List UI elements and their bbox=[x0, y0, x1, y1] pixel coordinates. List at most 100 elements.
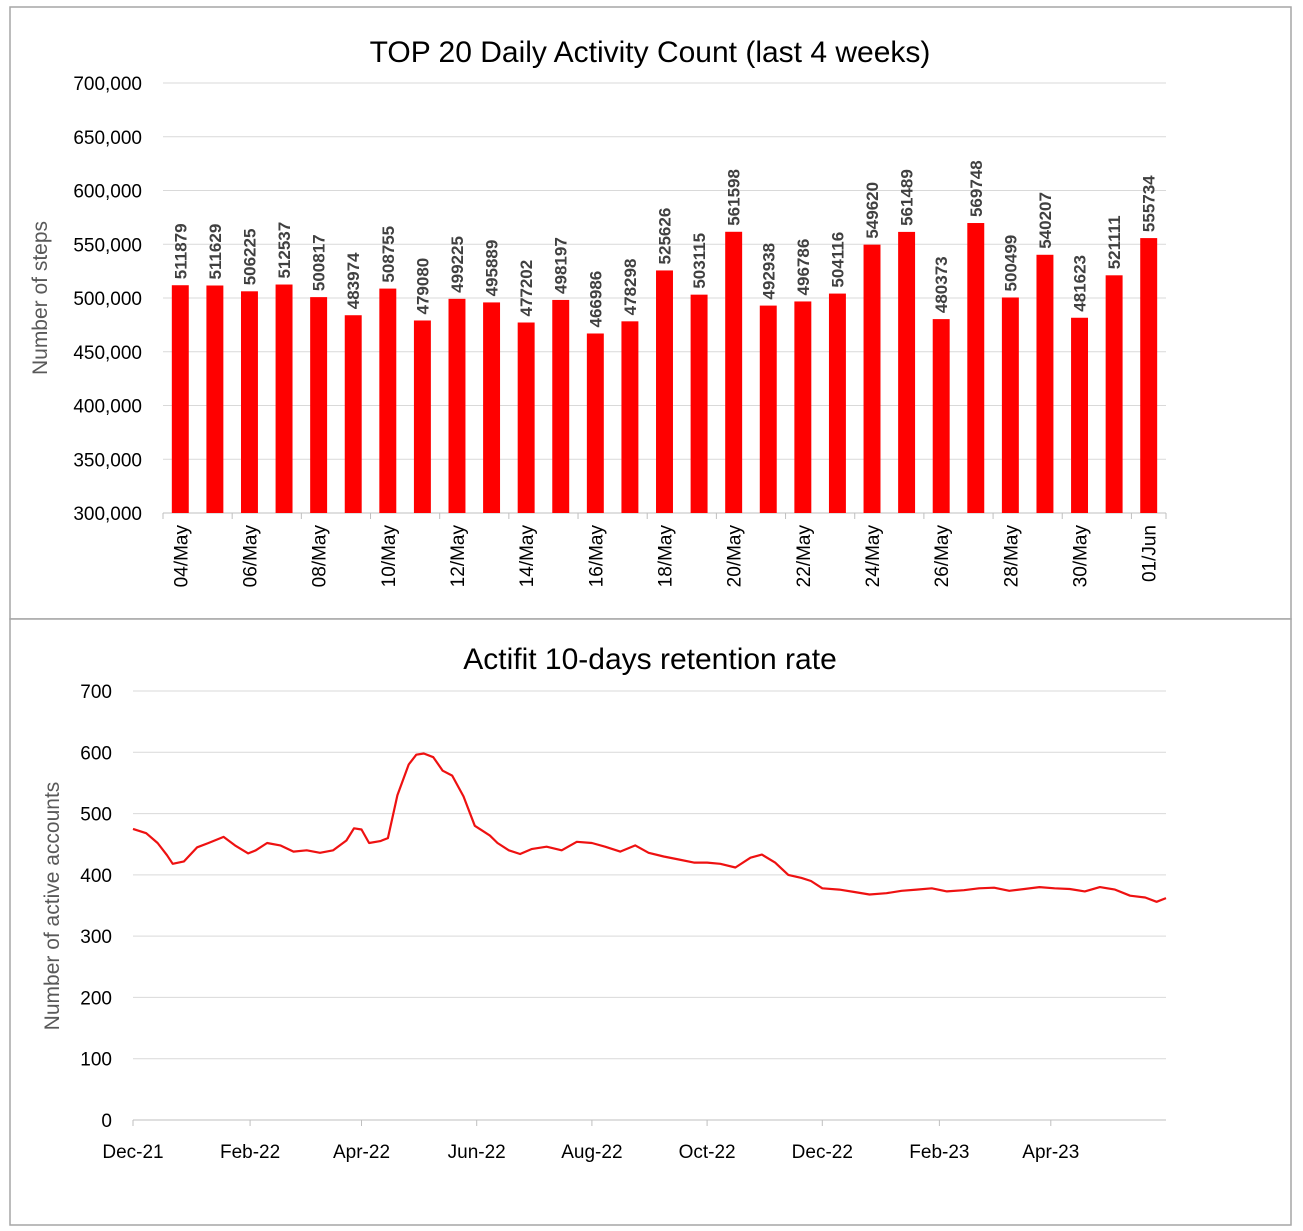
bar-chart-data-label: 495889 bbox=[483, 240, 502, 297]
line-chart-xtick-label: Feb-22 bbox=[220, 1142, 280, 1163]
bar-chart-y-axis: 300,000 350,000 400,000 450,000 500,000 550,0… bbox=[73, 74, 142, 525]
line-chart-xtick-label: Aug-22 bbox=[561, 1142, 622, 1163]
bar-chart-ytick-label: 450,000 bbox=[73, 343, 142, 364]
bar-chart-data-label: 521111 bbox=[1105, 215, 1124, 269]
bar-chart-frame bbox=[9, 6, 1292, 620]
line-chart-xtick-label: Apr-22 bbox=[333, 1142, 390, 1163]
bar-chart-ytick-label: 600,000 bbox=[73, 182, 142, 203]
bar-chart-data-label: 525626 bbox=[656, 208, 675, 265]
line-chart-gridlines bbox=[133, 690, 1166, 1121]
bar-chart-bar bbox=[828, 293, 846, 513]
line-chart-ytick-label: 300 bbox=[80, 927, 112, 948]
bar-chart-bar bbox=[898, 231, 916, 513]
bar-chart-xtick-label: 14/May bbox=[517, 525, 538, 588]
bar-chart-data-label: 500817 bbox=[310, 234, 329, 291]
bar-chart-bar bbox=[725, 231, 743, 513]
line-chart-ytick-label: 700 bbox=[80, 682, 112, 703]
bar-chart-data-label: 561489 bbox=[898, 169, 917, 226]
bar-chart-data-label: 561598 bbox=[725, 169, 744, 226]
bar-chart-xtick-label: 26/May bbox=[932, 525, 953, 588]
bar-chart-data-label: 504116 bbox=[828, 232, 847, 288]
bar-chart-bar bbox=[967, 223, 985, 513]
bar-chart-bars bbox=[171, 223, 1158, 514]
bar-chart-bar bbox=[517, 322, 535, 513]
bar-chart-data-label: 492938 bbox=[759, 243, 778, 300]
line-chart-xtick-label: Dec-21 bbox=[102, 1142, 163, 1163]
bar-chart-bar bbox=[1105, 275, 1123, 513]
bar-chart-xtick-label: 22/May bbox=[794, 525, 815, 588]
line-chart-ytick-label: 200 bbox=[80, 988, 112, 1009]
bar-chart-data-label: 498197 bbox=[552, 237, 571, 294]
bar-chart-bar bbox=[552, 299, 570, 513]
bar-chart-x-axis: 04/May 06/May 08/May 10/May 12/May 14/May 16/M… bbox=[162, 513, 1167, 588]
bar-chart-data-label: 503115 bbox=[690, 233, 709, 289]
bar-chart-ytick-label: 550,000 bbox=[73, 235, 142, 256]
bar-chart-bar bbox=[656, 270, 673, 513]
bar-chart-bar bbox=[1036, 254, 1054, 514]
bar-chart-ytick-label: 650,000 bbox=[73, 128, 142, 149]
bar-chart-xtick-label: 08/May bbox=[310, 525, 331, 588]
bar-chart-bar bbox=[483, 302, 501, 513]
bar-chart-xtick-label: 28/May bbox=[1001, 525, 1022, 588]
bar-chart-xtick-label: 04/May bbox=[171, 525, 192, 588]
bar-chart-bar bbox=[1140, 238, 1158, 514]
line-chart-xtick-label: Dec-22 bbox=[792, 1142, 853, 1163]
bar-chart-title: TOP 20 Daily Activity Count (last 4 week… bbox=[370, 36, 931, 69]
bar-chart-data-labels: 511879 511629 506225 512537 500817 483974 5087… bbox=[171, 160, 1158, 327]
bar-chart-bar bbox=[759, 305, 777, 513]
bar-chart-data-label: 549620 bbox=[863, 182, 882, 239]
line-chart-ytick-label: 600 bbox=[80, 743, 112, 764]
bar-chart-bar bbox=[206, 285, 224, 513]
bar-chart-data-label: 511629 bbox=[206, 224, 225, 280]
bar-chart-xtick-label: 24/May bbox=[863, 525, 884, 588]
bar-chart-data-label: 480373 bbox=[932, 256, 951, 313]
bar-chart-data-label: 512537 bbox=[275, 222, 294, 279]
bar-chart-data-label: 481623 bbox=[1071, 255, 1090, 312]
bar-chart-data-label: 478298 bbox=[621, 259, 640, 316]
bar-chart-bar bbox=[379, 288, 397, 513]
bar-chart-data-label: 500499 bbox=[1001, 235, 1020, 292]
bar-chart-bar bbox=[690, 294, 708, 513]
bar-chart-xtick-label: 16/May bbox=[586, 525, 607, 588]
bar-chart-data-label: 540207 bbox=[1036, 192, 1055, 249]
line-chart-ytick-label: 100 bbox=[80, 1050, 112, 1071]
bar-chart-data-label: 483974 bbox=[344, 252, 363, 309]
bar-chart-xtick-label: 18/May bbox=[656, 525, 677, 588]
bar-chart-data-label: 496786 bbox=[794, 239, 813, 296]
bar-chart-bar bbox=[863, 244, 881, 513]
bar-chart-data-label: 499225 bbox=[448, 236, 467, 293]
bar-chart-xtick-label: 10/May bbox=[379, 525, 400, 588]
bar-chart-ytick-label: 300,000 bbox=[73, 504, 142, 525]
bar-chart-xtick-label: 06/May bbox=[240, 525, 261, 588]
line-chart-ytick-label: 0 bbox=[101, 1111, 112, 1132]
line-chart-x-axis: Dec-21 Feb-22 Apr-22 Jun-22 Aug-22 Oct-22 Dec-… bbox=[102, 1120, 1079, 1163]
line-chart-ytick-label: 400 bbox=[80, 866, 112, 887]
bar-chart-bar bbox=[586, 333, 604, 513]
line-chart-ylabel: Number of active accounts bbox=[41, 782, 64, 1031]
bar-chart-bar bbox=[1001, 297, 1019, 513]
bar-chart-bar bbox=[344, 315, 362, 513]
bar-chart-data-label: 508755 bbox=[379, 226, 398, 283]
line-chart-xtick-label: Oct-22 bbox=[679, 1142, 736, 1163]
bar-chart-ytick-label: 700,000 bbox=[73, 74, 142, 95]
bar-chart-bar bbox=[621, 321, 639, 513]
line-chart-y-axis: 0 100 200 300 400 500 600 700 bbox=[80, 682, 112, 1132]
bar-chart-bar bbox=[794, 301, 812, 513]
line-chart-frame bbox=[9, 618, 1292, 1226]
bar-chart-xtick-label: 01/Jun bbox=[1140, 525, 1161, 582]
bar-chart-bar bbox=[413, 320, 431, 513]
bar-chart-ytick-label: 400,000 bbox=[73, 397, 142, 418]
bar-chart-bar bbox=[240, 291, 258, 513]
bar-chart-bar bbox=[1071, 317, 1089, 513]
bar-chart-xtick-label: 20/May bbox=[725, 525, 746, 588]
bar-chart-data-label: 477202 bbox=[517, 260, 536, 317]
line-chart-xtick-label: Jun-22 bbox=[448, 1142, 506, 1163]
bar-chart-bar bbox=[310, 297, 328, 513]
bar-chart-bar bbox=[171, 285, 189, 513]
bar-chart-ytick-label: 500,000 bbox=[73, 289, 142, 310]
bar-chart-bar bbox=[275, 284, 293, 513]
bar-chart-bar bbox=[932, 319, 950, 513]
bar-chart-data-label: 555734 bbox=[1140, 175, 1159, 232]
bar-chart-xtick-label: 30/May bbox=[1071, 525, 1092, 588]
